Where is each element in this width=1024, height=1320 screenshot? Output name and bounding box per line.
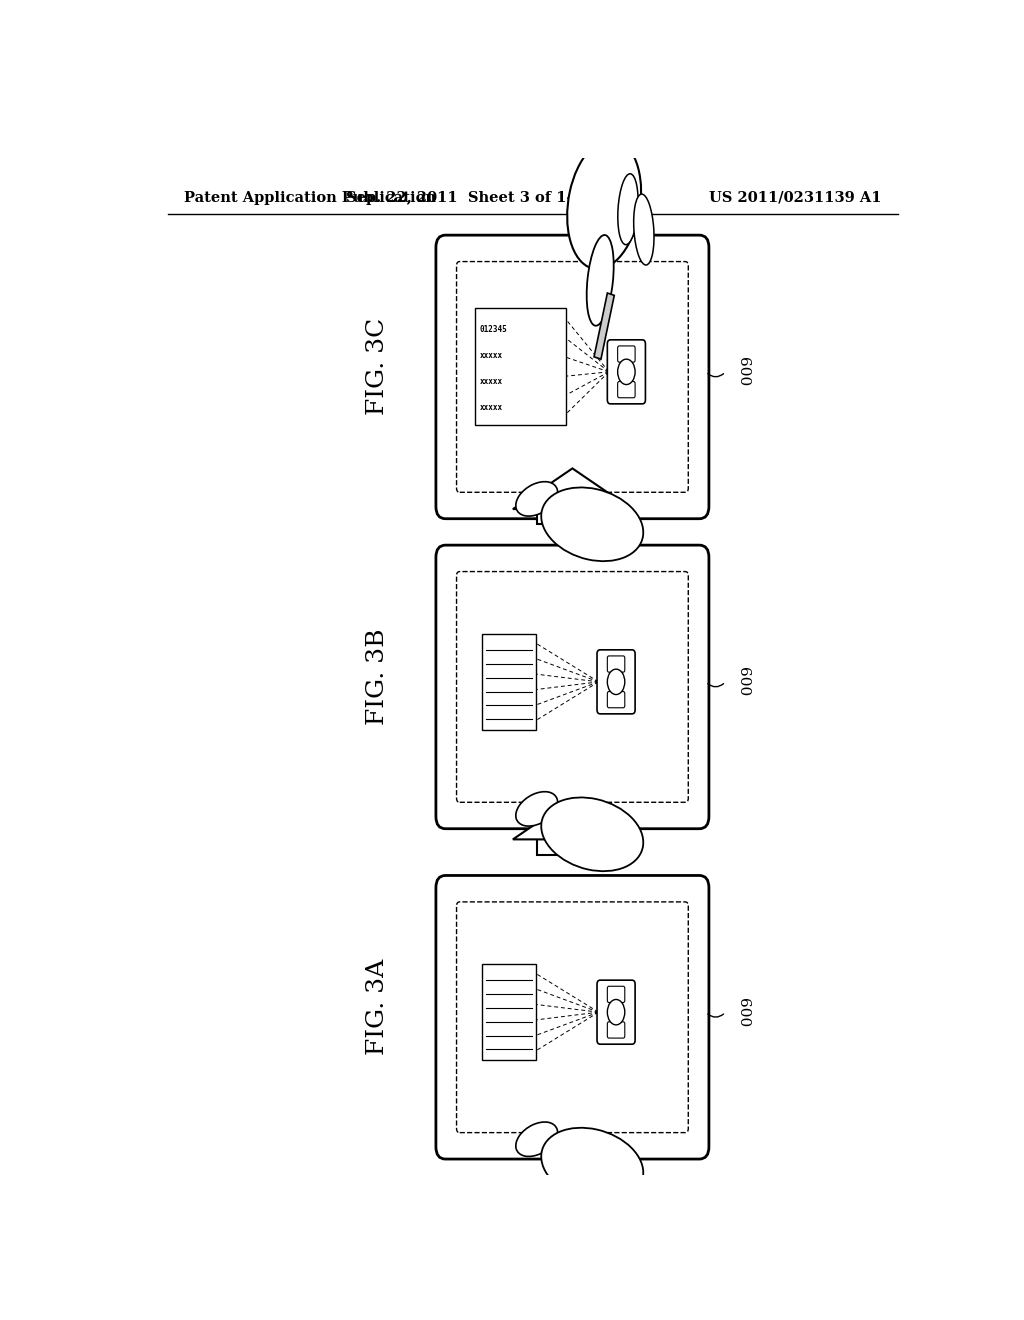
- FancyBboxPatch shape: [436, 875, 709, 1159]
- FancyBboxPatch shape: [617, 381, 635, 397]
- FancyBboxPatch shape: [457, 261, 688, 492]
- Text: FIG. 3C: FIG. 3C: [367, 318, 389, 416]
- Ellipse shape: [587, 235, 613, 326]
- Ellipse shape: [516, 1122, 558, 1156]
- Bar: [475, 309, 566, 425]
- FancyBboxPatch shape: [607, 656, 625, 672]
- Bar: [537, 840, 608, 854]
- FancyBboxPatch shape: [607, 1022, 625, 1038]
- Polygon shape: [594, 293, 614, 359]
- Text: Patent Application Publication: Patent Application Publication: [183, 191, 435, 205]
- Text: xxxxx: xxxxx: [480, 376, 503, 385]
- Ellipse shape: [567, 139, 641, 269]
- Ellipse shape: [634, 194, 654, 265]
- Text: FIG. 3B: FIG. 3B: [367, 628, 389, 725]
- Ellipse shape: [516, 482, 558, 516]
- Text: 600: 600: [736, 998, 750, 1027]
- Text: Sep. 22, 2011  Sheet 3 of 14: Sep. 22, 2011 Sheet 3 of 14: [346, 191, 577, 205]
- Ellipse shape: [607, 999, 625, 1024]
- Text: 600: 600: [736, 667, 750, 697]
- Text: 600: 600: [736, 358, 750, 387]
- FancyBboxPatch shape: [436, 235, 709, 519]
- FancyBboxPatch shape: [607, 692, 625, 708]
- FancyBboxPatch shape: [457, 902, 688, 1133]
- FancyBboxPatch shape: [617, 346, 635, 362]
- FancyBboxPatch shape: [597, 649, 635, 714]
- Text: US 2011/0231139 A1: US 2011/0231139 A1: [710, 191, 882, 205]
- FancyBboxPatch shape: [597, 981, 635, 1044]
- FancyBboxPatch shape: [457, 572, 688, 803]
- Text: xxxxx: xxxxx: [480, 351, 503, 359]
- Ellipse shape: [617, 359, 635, 384]
- Polygon shape: [513, 469, 632, 510]
- Ellipse shape: [617, 174, 638, 244]
- Polygon shape: [513, 799, 632, 840]
- Bar: [482, 634, 536, 730]
- Bar: [537, 510, 608, 524]
- FancyBboxPatch shape: [607, 986, 625, 1002]
- FancyBboxPatch shape: [607, 339, 645, 404]
- Ellipse shape: [516, 792, 558, 826]
- Ellipse shape: [607, 669, 625, 694]
- Ellipse shape: [542, 487, 643, 561]
- Text: 012345: 012345: [480, 325, 508, 334]
- Text: xxxxx: xxxxx: [480, 403, 503, 412]
- Text: FIG. 3A: FIG. 3A: [367, 958, 389, 1055]
- Ellipse shape: [542, 797, 643, 871]
- FancyBboxPatch shape: [436, 545, 709, 829]
- Bar: [482, 964, 536, 1060]
- Ellipse shape: [542, 1127, 643, 1201]
